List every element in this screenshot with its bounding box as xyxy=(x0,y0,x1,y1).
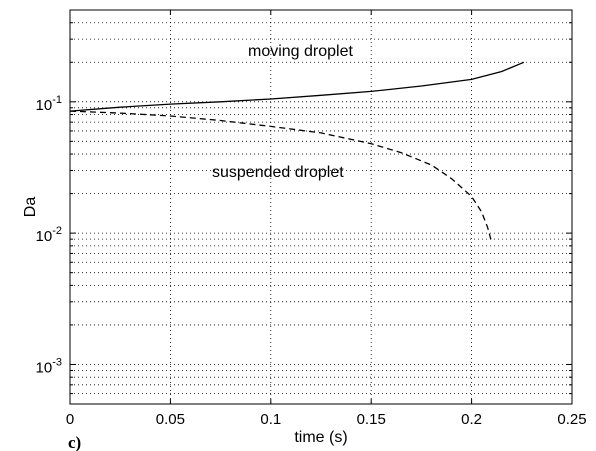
y-tick-label: 10-3 xyxy=(36,356,62,376)
x-tick-label: 0.15 xyxy=(357,411,386,428)
annotation-suspended-droplet: suspended droplet xyxy=(212,164,344,181)
y-axis-label: Da xyxy=(22,197,39,218)
series-layer xyxy=(69,61,525,243)
panel-label: c) xyxy=(68,433,81,451)
ticks xyxy=(69,10,573,404)
series-moving-droplet-line xyxy=(69,61,525,112)
annotation-moving-droplet: moving droplet xyxy=(248,43,354,60)
tick-labels: 0 0.05 0.1 0.15 0.2 0.25 10-1 10-2 10-3 xyxy=(36,94,587,428)
grid xyxy=(70,10,572,404)
x-tick-label: 0 xyxy=(66,411,74,428)
plot-frame xyxy=(69,9,573,405)
y-tick-label: 10-2 xyxy=(36,225,62,245)
x-axis-label: time (s) xyxy=(294,429,347,446)
x-tick-label: 0.1 xyxy=(260,411,281,428)
y-tick-label: 10-1 xyxy=(36,94,62,114)
x-tick-label: 0.25 xyxy=(557,411,586,428)
x-tick-label: 0.05 xyxy=(156,411,185,428)
x-tick-label: 0.2 xyxy=(461,411,482,428)
series-suspended-droplet-line xyxy=(69,110,493,243)
